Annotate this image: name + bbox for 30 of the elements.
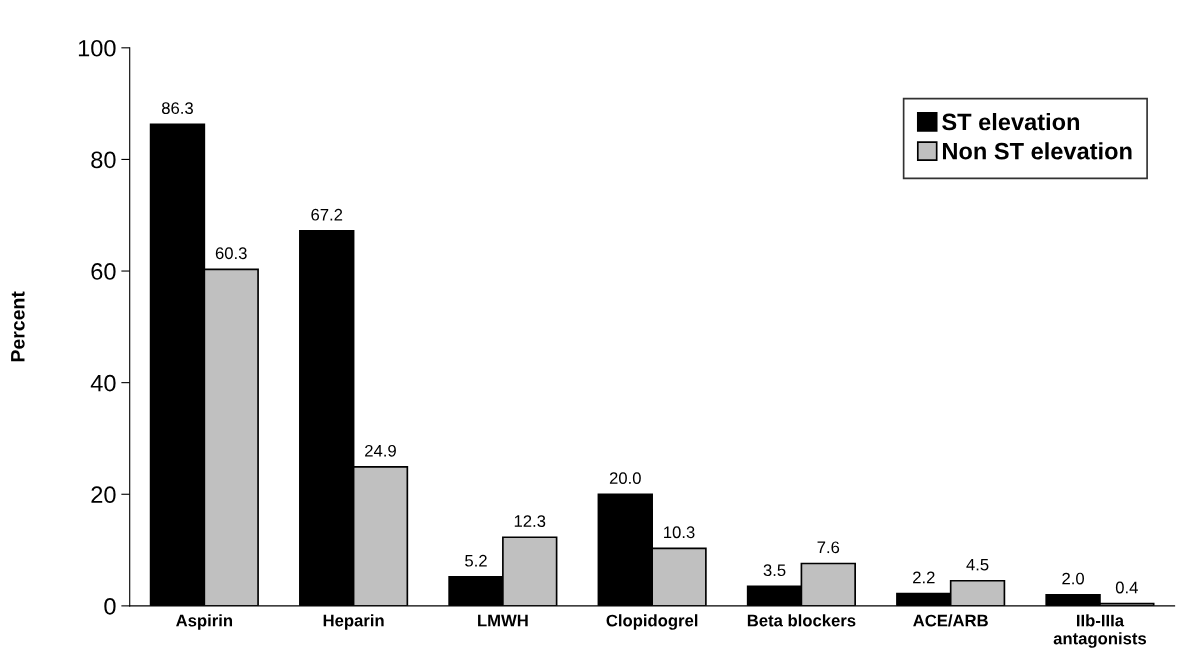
y-tick-label: 0 <box>104 597 116 615</box>
x-tick-label: ACE/ARB <box>913 614 988 627</box>
data-label: 86.3 <box>161 102 193 115</box>
data-label: 60.3 <box>215 247 247 260</box>
legend-label: ST elevation <box>942 112 1080 131</box>
y-tick-label: 40 <box>90 374 116 392</box>
data-label: 5.2 <box>465 554 487 567</box>
x-tick-label: LMWH <box>478 614 528 627</box>
data-label: 2.2 <box>913 571 935 584</box>
x-tick-label: IIb-IIIa antagonists <box>1053 614 1147 648</box>
y-tick-label: 100 <box>78 39 116 57</box>
data-label: 4.5 <box>966 558 989 571</box>
y-axis-title: Percent <box>11 291 25 362</box>
y-tick-label: 80 <box>91 151 116 169</box>
data-label: 10.3 <box>664 526 695 539</box>
x-tick-label: Heparin <box>323 614 384 630</box>
x-tick-label: Clopidogrel <box>606 614 698 630</box>
x-tick-label: Aspirin <box>176 614 233 630</box>
data-label: 67.2 <box>311 208 343 221</box>
x-tick-label: Beta blockers <box>747 614 856 627</box>
data-label: 20.0 <box>609 472 641 485</box>
data-label: 7.6 <box>817 541 840 554</box>
data-label: 0.4 <box>1115 581 1138 594</box>
data-label: 12.3 <box>514 515 546 527</box>
y-tick-label: 20 <box>91 486 116 504</box>
y-tick-label: 60 <box>91 263 116 280</box>
data-label: 24.9 <box>365 444 396 457</box>
data-label: 3.5 <box>763 564 786 577</box>
legend-label: Non ST elevation <box>942 142 1132 160</box>
data-label: 2.0 <box>1062 572 1085 585</box>
